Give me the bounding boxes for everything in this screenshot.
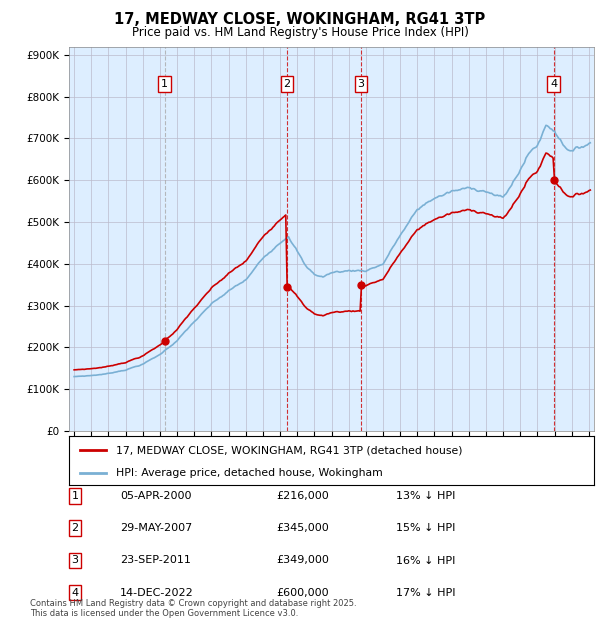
Text: Price paid vs. HM Land Registry's House Price Index (HPI): Price paid vs. HM Land Registry's House …	[131, 26, 469, 39]
Text: 17% ↓ HPI: 17% ↓ HPI	[396, 588, 455, 598]
Text: 3: 3	[358, 79, 365, 89]
Text: Contains HM Land Registry data © Crown copyright and database right 2025.
This d: Contains HM Land Registry data © Crown c…	[30, 599, 356, 618]
Text: 17, MEDWAY CLOSE, WOKINGHAM, RG41 3TP: 17, MEDWAY CLOSE, WOKINGHAM, RG41 3TP	[115, 12, 485, 27]
Text: 15% ↓ HPI: 15% ↓ HPI	[396, 523, 455, 533]
Text: £345,000: £345,000	[276, 523, 329, 533]
Text: £600,000: £600,000	[276, 588, 329, 598]
Text: 1: 1	[161, 79, 168, 89]
Text: 1: 1	[71, 491, 79, 501]
Text: 17, MEDWAY CLOSE, WOKINGHAM, RG41 3TP (detached house): 17, MEDWAY CLOSE, WOKINGHAM, RG41 3TP (d…	[116, 445, 463, 455]
Text: 4: 4	[550, 79, 557, 89]
Text: £349,000: £349,000	[276, 556, 329, 565]
Text: 05-APR-2000: 05-APR-2000	[120, 491, 191, 501]
Text: 2: 2	[71, 523, 79, 533]
Text: £216,000: £216,000	[276, 491, 329, 501]
Text: 3: 3	[71, 556, 79, 565]
Text: 29-MAY-2007: 29-MAY-2007	[120, 523, 192, 533]
Text: 4: 4	[71, 588, 79, 598]
Text: 14-DEC-2022: 14-DEC-2022	[120, 588, 194, 598]
Text: 16% ↓ HPI: 16% ↓ HPI	[396, 556, 455, 565]
Text: HPI: Average price, detached house, Wokingham: HPI: Average price, detached house, Woki…	[116, 467, 383, 478]
Text: 2: 2	[284, 79, 290, 89]
Text: 23-SEP-2011: 23-SEP-2011	[120, 556, 191, 565]
Text: 13% ↓ HPI: 13% ↓ HPI	[396, 491, 455, 501]
